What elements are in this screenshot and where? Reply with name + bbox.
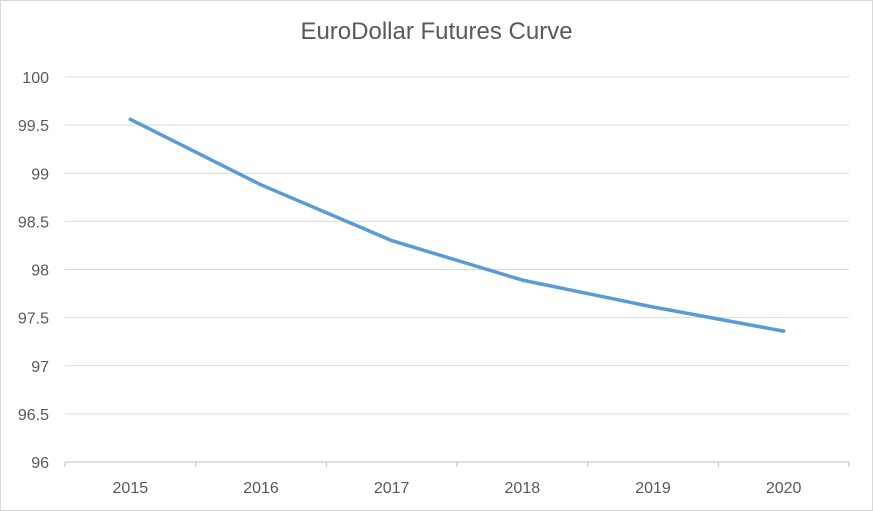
y-tick-label: 96.5	[18, 407, 49, 424]
y-tick-label: 98	[31, 263, 49, 280]
y-tick-label: 97	[31, 359, 49, 376]
x-tick-label: 2020	[766, 480, 802, 497]
data-point	[781, 329, 786, 333]
data-point	[520, 278, 525, 282]
y-tick-label: 98.5	[18, 214, 49, 231]
data-point	[651, 305, 655, 309]
x-tick-label: 2017	[374, 480, 410, 497]
data-point	[389, 238, 394, 243]
x-tick-label: 2015	[113, 480, 149, 497]
y-tick-label: 97.5	[18, 311, 49, 328]
data-point	[128, 117, 133, 122]
y-tick-label: 99	[31, 166, 49, 183]
x-tick-label: 2018	[505, 480, 541, 497]
y-tick-label: 96	[31, 455, 49, 472]
y-tick-label: 99.5	[18, 118, 49, 135]
y-tick-label: 100	[22, 70, 49, 87]
series-line	[128, 117, 786, 333]
x-tick-label: 2016	[243, 480, 279, 497]
chart-title: EuroDollar Futures Curve	[300, 18, 573, 45]
data-point	[259, 183, 263, 187]
x-tick-label: 2019	[635, 480, 671, 497]
